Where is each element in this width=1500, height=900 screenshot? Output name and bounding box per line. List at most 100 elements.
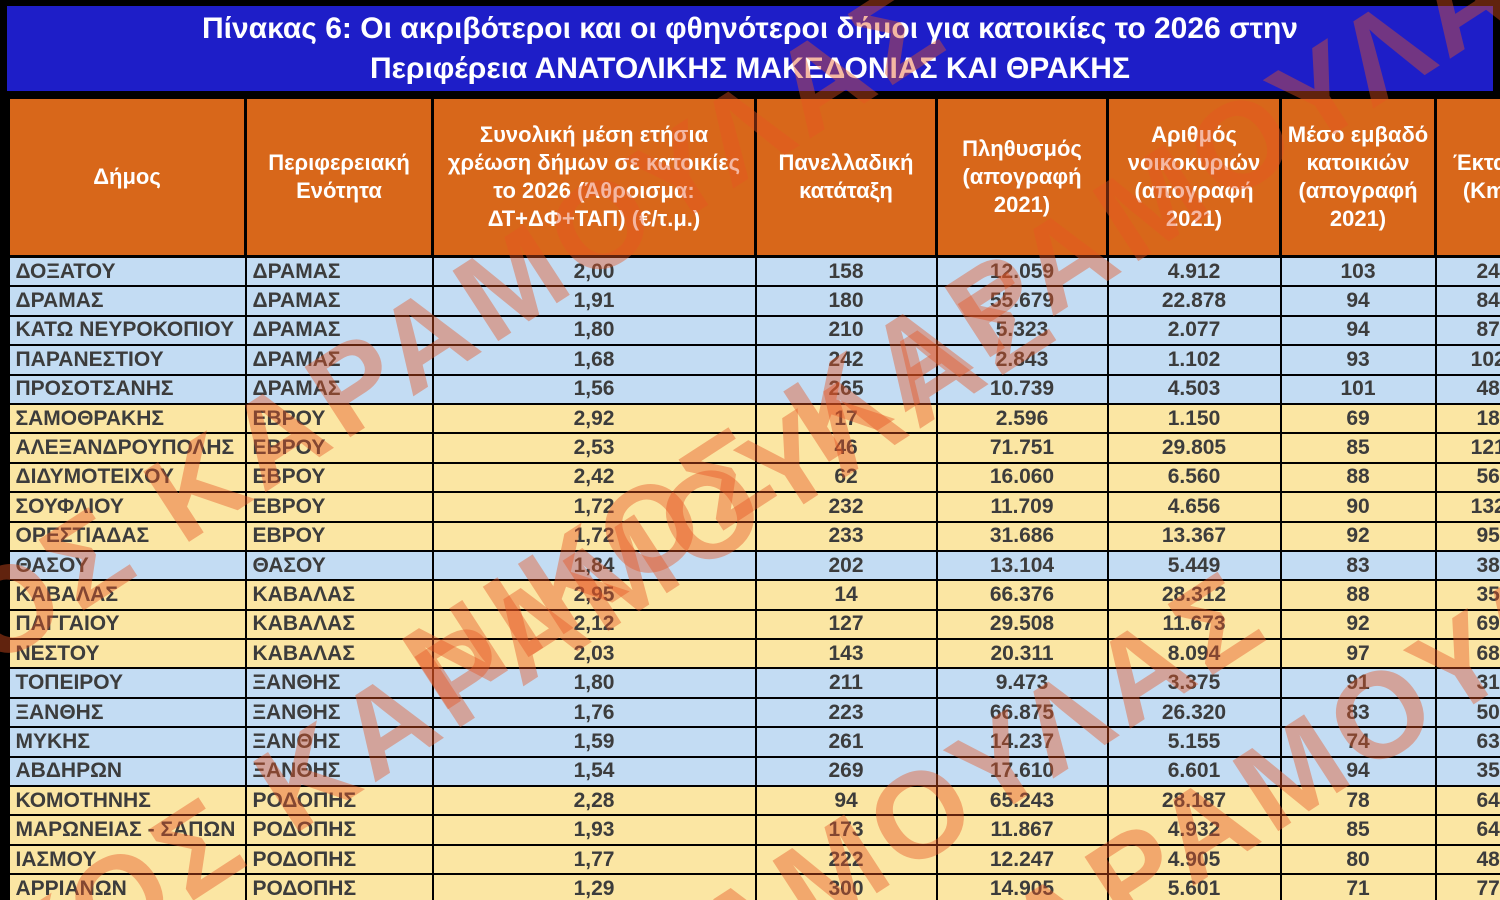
table-cell: ΠΑΓΓΑΙΟΥ <box>7 608 247 641</box>
table-cell: 65.243 <box>935 785 1109 817</box>
table-cell: 1028 <box>1434 344 1500 376</box>
table-cell: 11.673 <box>1106 608 1282 641</box>
table-cell: 17 <box>754 402 938 435</box>
table-cell: 2,92 <box>431 402 757 435</box>
table-cell: 265 <box>754 373 938 405</box>
table-cell: 682 <box>1434 638 1500 670</box>
table-cell: 46 <box>754 432 938 464</box>
table-cell: ΙΑΣΜΟΥ <box>7 843 247 876</box>
table-cell: 85 <box>1279 432 1437 464</box>
table-cell: 1,54 <box>431 755 757 788</box>
table-cell: ΔΟΞΑΤΟΥ <box>7 255 247 288</box>
table-cell: 181 <box>1434 402 1500 435</box>
table-cell: 92 <box>1279 520 1437 552</box>
table-cell: 1217 <box>1434 432 1500 464</box>
table-cell: 78 <box>1279 785 1437 817</box>
table-cell: 1.102 <box>1106 344 1282 376</box>
table-cell: 1.150 <box>1106 402 1282 435</box>
table-cell: 211 <box>754 667 938 699</box>
table-cell: 1,91 <box>431 285 757 317</box>
table-cell: 2,95 <box>431 579 757 611</box>
table-cell: 69 <box>1279 402 1437 435</box>
table-cell: 90 <box>1279 491 1437 523</box>
table-cell: 9.473 <box>935 667 1109 699</box>
table-cell: 143 <box>754 638 938 670</box>
table-cell: ΔΡΑΜΑΣ <box>244 373 434 405</box>
table-cell: 300 <box>754 873 938 900</box>
table-cell: 5.155 <box>1106 726 1282 758</box>
table-cell: 14 <box>754 579 938 611</box>
table-cell: ΞΑΝΘΗΣ <box>244 667 434 699</box>
table-cell: 385 <box>1434 549 1500 582</box>
column-header-2: Περιφερειακή Ενότητα <box>244 96 434 258</box>
table-cell: 5.323 <box>935 314 1109 347</box>
table-cell: 3.375 <box>1106 667 1282 699</box>
table-cell: 567 <box>1434 461 1500 494</box>
table-cell: 1,68 <box>431 344 757 376</box>
table-cell: 85 <box>1279 814 1437 846</box>
table-cell: 6.560 <box>1106 461 1282 494</box>
table-cell: ΤΟΠΕΙΡΟΥ <box>7 667 247 699</box>
table-cell: ΕΒΡΟΥ <box>244 402 434 435</box>
table-cell: 1,84 <box>431 549 757 582</box>
table-cell: 481 <box>1434 373 1500 405</box>
table-row: ΑΛΕΞΑΝΔΡΟΥΠΟΛΗΣ ΕΒΡΟΥ 2,53 46 71.751 29.805 85… <box>7 432 1500 464</box>
table-cell: 127 <box>754 608 938 641</box>
table-cell: ΕΒΡΟΥ <box>244 461 434 494</box>
table-cell: 55.679 <box>935 285 1109 317</box>
table-row: ΚΑΤΩ ΝΕΥΡΟΚΟΠΙΟΥ ΔΡΑΜΑΣ 1,80 210 5.323 2.077 9… <box>7 314 1500 347</box>
table-cell: 4.656 <box>1106 491 1282 523</box>
table-cell: ΘΑΣΟΥ <box>7 549 247 582</box>
table-cell: 173 <box>754 814 938 846</box>
table-cell: ΡΟΔΟΠΗΣ <box>244 814 434 846</box>
table-cell: 1,29 <box>431 873 757 900</box>
table-cell: 83 <box>1279 696 1437 729</box>
table-cell: 699 <box>1434 608 1500 641</box>
column-header-3: Συνολική μέση ετήσια χρέωση δήμων σε κατ… <box>431 96 757 258</box>
table-cell: ΔΡΑΜΑΣ <box>244 314 434 347</box>
table-cell: 74 <box>1279 726 1437 758</box>
table-cell: 92 <box>1279 608 1437 641</box>
table-cell: 2,03 <box>431 638 757 670</box>
table-cell: 93 <box>1279 344 1437 376</box>
table-cell: ΜΥΚΗΣ <box>7 726 247 758</box>
column-header-4: Πανελλαδική κατάταξη <box>754 96 938 258</box>
table-cell: 1328 <box>1434 491 1500 523</box>
table-row: ΠΡΟΣΟΤΣΑΝΗΣ ΔΡΑΜΑΣ 1,56 265 10.739 4.503 101 48… <box>7 373 1500 405</box>
table-cell: 4.932 <box>1106 814 1282 846</box>
table-cell: ΣΑΜΟΘΡΑΚΗΣ <box>7 402 247 435</box>
table-cell: ΣΟΥΦΛΙΟΥ <box>7 491 247 523</box>
column-header-5: Πληθυσμός (απογραφή 2021) <box>935 96 1109 258</box>
table-cell: 13.367 <box>1106 520 1282 552</box>
table-cell: 353 <box>1434 755 1500 788</box>
table-cell: 223 <box>754 696 938 729</box>
table-cell: 83 <box>1279 549 1437 582</box>
table-cell: 210 <box>754 314 938 347</box>
table-cell: 242 <box>754 344 938 376</box>
table-cell: ΚΑΒΑΛΑΣ <box>7 579 247 611</box>
table-cell: 88 <box>1279 579 1437 611</box>
column-header-7: Μέσο εμβαδό κατοικιών (απογραφή 2021) <box>1279 96 1437 258</box>
table-cell: 17.610 <box>935 755 1109 788</box>
table-cell: 1,93 <box>431 814 757 846</box>
table-cell: 222 <box>754 843 938 876</box>
table-cell: 644 <box>1434 814 1500 846</box>
table-cell: 1,56 <box>431 373 757 405</box>
table-cell: 634 <box>1434 726 1500 758</box>
table-cell: ΡΟΔΟΠΗΣ <box>244 785 434 817</box>
table-cell: 2,00 <box>431 255 757 288</box>
